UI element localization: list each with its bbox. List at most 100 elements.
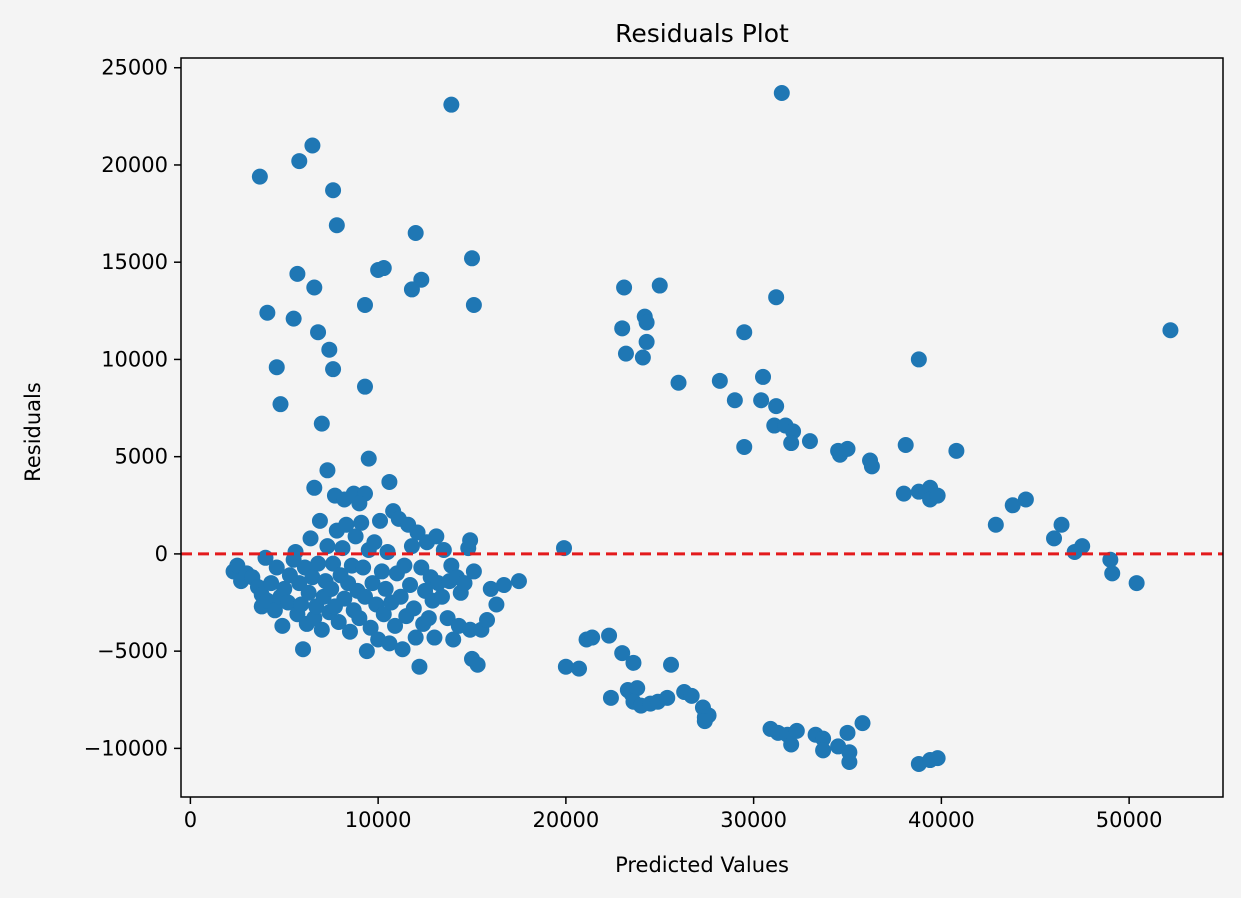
scatter-point	[464, 250, 481, 267]
scatter-point	[325, 555, 342, 572]
scatter-point	[638, 333, 655, 350]
scatter-point	[304, 569, 321, 586]
scatter-point	[910, 351, 927, 368]
scatter-point	[462, 621, 479, 638]
scatter-point	[465, 563, 482, 580]
scatter-point	[407, 225, 424, 242]
scatter-point	[403, 281, 420, 298]
scatter-point	[1104, 565, 1121, 582]
scatter-point	[987, 516, 1004, 533]
scatter-point	[766, 417, 783, 434]
scatter-point	[259, 304, 276, 321]
scatter-point	[251, 168, 268, 185]
scatter-point	[319, 538, 336, 555]
scatter-point	[306, 479, 323, 496]
scatter-point	[280, 594, 297, 611]
scatter-point	[319, 462, 336, 479]
scatter-point	[482, 580, 499, 597]
scatter-point	[584, 629, 601, 646]
scatter-point	[1053, 516, 1070, 533]
scatter-point	[571, 660, 588, 677]
scatter-point	[557, 658, 574, 675]
plot-frame	[180, 57, 1224, 798]
scatter-point	[929, 750, 946, 767]
scatter-point	[394, 641, 411, 658]
scatter-point	[755, 368, 772, 385]
scatter-point	[634, 349, 651, 366]
scatter-point	[372, 512, 389, 529]
scatter-point	[313, 621, 330, 638]
x-tick-label: 10000	[345, 808, 412, 832]
scatter-point	[839, 440, 856, 457]
scatter-point	[815, 742, 832, 759]
y-tick-label: 0	[155, 542, 168, 566]
scatter-point	[351, 610, 368, 627]
scatter-point	[336, 590, 353, 607]
scatter-point	[439, 610, 456, 627]
scatter-point	[670, 374, 687, 391]
scatter-point	[783, 435, 800, 452]
scatter-point	[356, 588, 373, 605]
scatter-point	[614, 320, 631, 337]
scatter-point	[325, 361, 342, 378]
scatter-point	[263, 575, 280, 592]
x-tick-label: 40000	[908, 808, 975, 832]
scatter-point	[313, 415, 330, 432]
scatter-point	[768, 289, 785, 306]
scatter-point	[268, 559, 285, 576]
scatter-point	[841, 753, 858, 770]
scatter-point	[334, 540, 351, 557]
scatter-point	[462, 532, 479, 549]
scatter-point	[617, 345, 634, 362]
scatter-point	[420, 610, 437, 627]
scatter-point	[1017, 491, 1034, 508]
scatter-point	[387, 617, 404, 634]
scatter-point	[456, 575, 473, 592]
scatter-point	[696, 713, 713, 730]
scatter-point	[381, 635, 398, 652]
chart-title: Residuals Plot	[615, 19, 789, 48]
scatter-point	[625, 654, 642, 671]
scatter-point	[753, 392, 770, 409]
scatter-point	[293, 596, 310, 613]
scatter-point	[663, 656, 680, 673]
scatter-point	[306, 279, 323, 296]
scatter-point	[711, 372, 728, 389]
y-axis-title: Residuals	[21, 382, 45, 482]
scatter-point	[392, 588, 409, 605]
scatter-point	[1074, 538, 1091, 555]
scatter-point	[683, 687, 700, 704]
scatter-point	[289, 265, 306, 282]
scatter-point	[375, 260, 392, 277]
scatter-point	[614, 645, 631, 662]
scatter-point	[897, 437, 914, 454]
scatter-point	[356, 296, 373, 313]
scatter-point	[291, 153, 308, 170]
scatter-point	[353, 514, 370, 531]
scatter-point	[338, 516, 355, 533]
scatter-point	[360, 450, 377, 467]
scatter-point	[788, 722, 805, 739]
scatter-point	[426, 629, 443, 646]
scatter-point	[407, 629, 424, 646]
scatter-point	[321, 341, 338, 358]
y-tick-label: 25000	[101, 56, 168, 80]
scatter-point	[347, 528, 364, 545]
scatter-point	[854, 715, 871, 732]
x-axis-title: Predicted Values	[615, 853, 789, 877]
scatter-point	[726, 392, 743, 409]
x-tick-label: 20000	[532, 808, 599, 832]
scatter-point	[863, 458, 880, 475]
scatter-point	[402, 577, 419, 594]
scatter-point	[651, 277, 668, 294]
scatter-point	[274, 617, 291, 634]
scatter-point	[469, 656, 486, 673]
scatter-point	[768, 398, 785, 415]
scatter-point	[328, 217, 345, 234]
scatter-point	[488, 596, 505, 613]
scatter-point	[366, 534, 383, 551]
scatter-point	[815, 730, 832, 747]
scatter-point	[358, 643, 375, 660]
y-tick-label: −5000	[97, 639, 168, 663]
